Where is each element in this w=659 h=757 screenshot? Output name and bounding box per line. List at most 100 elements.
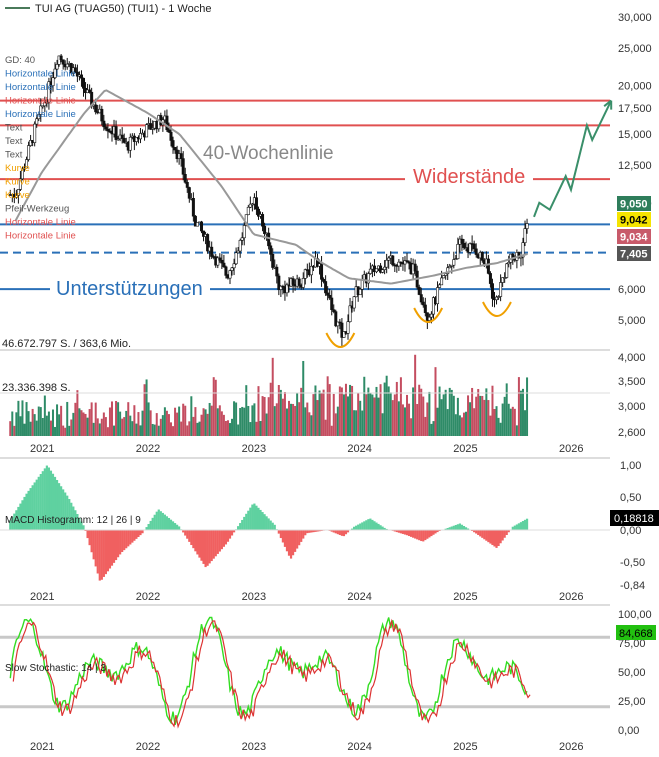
candle-body (419, 294, 423, 303)
volume-bars (9, 354, 529, 436)
volume-bar (452, 395, 455, 436)
macd-bar (214, 530, 217, 557)
candle-body (167, 129, 171, 133)
candle-body (246, 206, 250, 216)
macd-bar (353, 526, 356, 530)
macd-bar (41, 471, 44, 530)
candle-body (169, 131, 173, 141)
macd-bar (432, 530, 435, 535)
volume-bar (106, 427, 109, 436)
macd-bar (218, 530, 221, 552)
volume-bar (198, 421, 201, 436)
volume-bar (298, 402, 301, 436)
candle-body (417, 286, 421, 295)
volume-bar (306, 402, 309, 436)
macd-bar (523, 519, 527, 530)
volume-bar (129, 415, 132, 436)
macd-bar (414, 530, 417, 539)
candle-body (425, 312, 429, 321)
candle-body (450, 264, 454, 267)
price-badge-bg (617, 246, 651, 261)
macd-bar (163, 514, 166, 530)
price-axis: 30,00025,00020,00017,50015,00012,50010,0… (618, 12, 652, 327)
overlay-label: GD: 40 (5, 55, 35, 66)
stochastic-badge-bg (616, 625, 656, 640)
macd-bar (11, 516, 14, 530)
volume-bar (526, 377, 529, 436)
volume-bar (226, 420, 229, 436)
macd-bar (485, 530, 488, 541)
volume-bar (102, 412, 105, 436)
volume-bar (387, 386, 390, 436)
macd-bar (155, 511, 158, 530)
volume-bar (210, 405, 213, 436)
volume-bar (467, 395, 470, 436)
candle-body (116, 138, 120, 141)
stochastic-badge: 84,668 (619, 628, 653, 640)
macd-bar (110, 530, 114, 566)
macd-bar (296, 530, 299, 549)
volume-bar (253, 403, 256, 436)
macd-bar (57, 483, 61, 530)
macd-bar (17, 506, 20, 530)
volume-label-mid: 23.336.398 S. (2, 382, 71, 394)
candle-body (57, 55, 61, 65)
volume-bar (45, 415, 48, 436)
x-tick-label: 2026 (559, 741, 583, 753)
volume-bar (186, 425, 189, 436)
macd-bar (475, 530, 478, 534)
macd-bar (47, 467, 51, 530)
volume-bar (131, 421, 134, 436)
macd-bar (194, 530, 197, 552)
macd-bar (19, 503, 22, 530)
macd-bar (379, 525, 382, 530)
price-tick-label: 20,000 (618, 81, 652, 93)
volume-bar (410, 418, 413, 436)
volume-bar (27, 411, 30, 436)
macd-bar (35, 479, 38, 530)
macd-bar (13, 513, 16, 530)
candle-body (499, 282, 503, 297)
volume-bar (418, 384, 421, 436)
volume-bar (294, 405, 297, 436)
volume-bar (385, 375, 388, 436)
volume-bar (41, 417, 44, 436)
macd-bar (361, 522, 364, 530)
macd-bar (96, 530, 99, 574)
macd-histogram (9, 465, 529, 581)
candle-body (497, 296, 501, 298)
candle-body (490, 283, 494, 299)
volume-bar (312, 394, 315, 436)
macd-bar (377, 523, 380, 530)
candle-body (340, 322, 344, 338)
overlay-labels: GD: 40 Horizontale Linie Horizontale Linie… (5, 55, 76, 242)
macd-bar (88, 530, 91, 546)
candle-body (183, 174, 187, 183)
volume-bar (290, 403, 293, 436)
macd-bar (112, 530, 116, 563)
candle-body (39, 105, 43, 115)
macd-bar (200, 530, 203, 561)
volume-axis: 4,000 3,500 3,000 2,600 (618, 352, 646, 439)
macd-bar (251, 504, 254, 530)
macd-bar (342, 530, 346, 537)
volume-bar (78, 408, 81, 436)
candle-body (79, 74, 83, 79)
macd-bar (412, 530, 415, 538)
volume-bar (456, 397, 459, 436)
candle-body (486, 258, 490, 274)
macd-bar (241, 519, 244, 530)
macd-bar (51, 473, 55, 530)
macd-bar (283, 530, 287, 547)
macd-bar (444, 528, 447, 530)
candle-body (100, 108, 104, 122)
volume-bar (288, 400, 291, 436)
volume-bar (353, 410, 356, 436)
macd-bar (151, 517, 154, 530)
volume-bar (151, 423, 154, 436)
candle-body (179, 153, 183, 159)
volume-bar (279, 389, 282, 436)
candle-body (232, 263, 236, 269)
candle-body (120, 134, 124, 139)
volume-bar (200, 414, 203, 436)
